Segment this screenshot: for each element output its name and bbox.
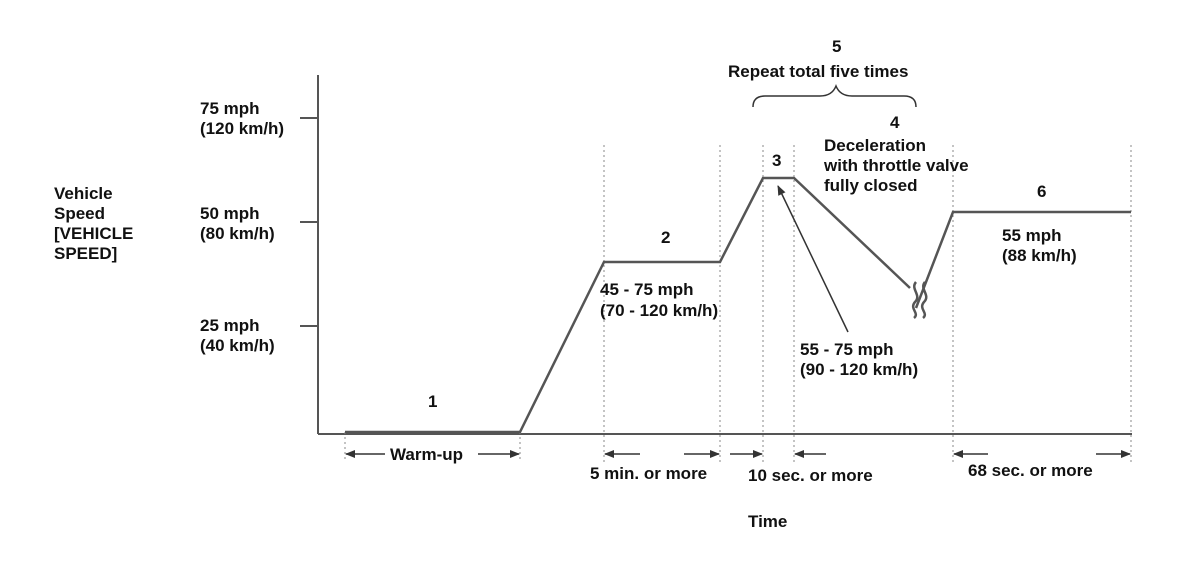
y-tick-label-75-mph: 75 mph [200, 99, 260, 118]
speed-55-kmh: (88 km/h) [1002, 246, 1077, 265]
y-tick-label-25-kmh: (40 km/h) [200, 336, 275, 355]
decel-label-line-3: fully closed [824, 176, 918, 195]
step-label-2: 2 [661, 228, 670, 247]
y-tick-label-25-mph: 25 mph [200, 316, 260, 335]
decel-label-line-2: with throttle valve [823, 156, 969, 175]
break-mark-1 [911, 281, 919, 319]
speed-profile-recovery [914, 210, 1131, 309]
y-tick-label-50-kmh: (80 km/h) [200, 224, 275, 243]
repeat-brace [752, 83, 917, 108]
break-mark-2 [920, 281, 928, 319]
repeat-label: Repeat total five times [728, 62, 908, 81]
ten-sec-label: 10 sec. or more [748, 466, 873, 485]
y-axis-title-line-2: Speed [54, 204, 105, 223]
range-55-75-kmh: (90 - 120 km/h) [800, 360, 918, 379]
range-45-75-kmh: (70 - 120 km/h) [600, 301, 718, 320]
y-tick-label-50-mph: 50 mph [200, 204, 260, 223]
sixty-eight-sec-label: 68 sec. or more [968, 461, 1093, 480]
warmup-label: Warm-up [390, 445, 463, 464]
step-label-3: 3 [772, 151, 781, 170]
y-axis-title-line-3: [VEHICLE [54, 224, 133, 243]
five-min-label: 5 min. or more [590, 464, 707, 483]
decel-label-line-1: Deceleration [824, 136, 926, 155]
step-label-5: 5 [832, 37, 841, 56]
step-label-4: 4 [890, 113, 900, 132]
pointer-arrow [777, 185, 849, 333]
step-label-1: 1 [428, 392, 437, 411]
speed-profile-main [345, 176, 911, 434]
speed-55-mph: 55 mph [1002, 226, 1062, 245]
x-axis-title: Time [748, 512, 787, 531]
y-axis-title-line-1: Vehicle [54, 184, 113, 203]
y-axis-title-line-4: SPEED] [54, 244, 117, 263]
range-55-75-mph: 55 - 75 mph [800, 340, 894, 359]
range-45-75-mph: 45 - 75 mph [600, 280, 694, 299]
y-tick-label-75-kmh: (120 km/h) [200, 119, 284, 138]
step-label-6: 6 [1037, 182, 1046, 201]
